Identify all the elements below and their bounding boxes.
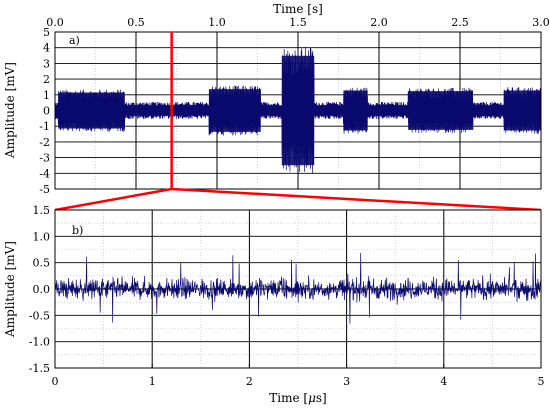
panel-b-xtick-label: 1 — [149, 375, 156, 388]
panel-a-ylabel: Amplitude [mV] — [3, 62, 17, 159]
panel-a-tick-labels: 0.0 0.5 1.0 1.5 2.0 2.5 3.0 5 4 3 2 1 0 -1 -2 -3 -4 -5 — [39, 16, 549, 196]
panel-a: 0.0 0.5 1.0 1.5 2.0 2.5 3.0 5 4 3 2 1 0 -1 -2 -3 -4 -5 a)… — [3, 2, 550, 196]
panel-b-xtick-label: 4 — [440, 375, 447, 388]
panel-a-ytick-label: -4 — [39, 167, 50, 180]
panel-b-signal-line — [54, 252, 542, 324]
panel-a-ytick-label: -1 — [39, 120, 50, 133]
panel-a-ytick-label: -5 — [39, 183, 50, 196]
panel-b-xtick-label: 0 — [52, 375, 59, 388]
panel-a-xtick-label: 0.0 — [46, 16, 64, 29]
zoom-connector — [54, 32, 542, 212]
panel-b-ytick-label: -1.0 — [29, 336, 50, 349]
zoom-connector-left — [54, 187, 172, 212]
panel-b-ytick-label: 1.5 — [33, 204, 51, 217]
panel-b-label: b) — [72, 224, 83, 237]
panel-b-ytick-label: 0.0 — [33, 283, 51, 296]
panel-a-ytick-label: -3 — [39, 152, 50, 165]
panel-b-xlabel-part: s] — [316, 391, 327, 405]
panel-b-ytick-label: -0.5 — [29, 309, 50, 322]
panel-b-xtick-label: 5 — [538, 375, 545, 388]
panel-b-ylabel: Amplitude [mV] — [3, 241, 17, 338]
panel-a-ytick-label: 0 — [43, 105, 50, 118]
panel-b-ticks — [54, 364, 542, 368]
panel-a-xtick-label: 2.5 — [451, 16, 469, 29]
panel-b-ytick-label: 0.5 — [33, 257, 51, 270]
panel-a-xtick-label: 0.5 — [127, 16, 145, 29]
panel-a-ticks — [54, 32, 542, 189]
zoom-connector-right — [171, 187, 542, 212]
panel-a-xlabel: Time [s] — [273, 2, 323, 16]
panel-a-xtick-label: 1.0 — [208, 16, 226, 29]
panel-a-ytick-label: 1 — [43, 89, 50, 102]
panel-a-ytick-label: 5 — [43, 26, 50, 39]
panel-b-frame — [54, 209, 542, 369]
panel-a-signal — [54, 46, 542, 174]
panel-b: 0 1 2 3 4 5 1.5 1.0 0.5 0.0 -0.5 -1.0 -1.5 b) Time [… — [3, 204, 545, 405]
panel-b-ytick-label: -1.5 — [29, 362, 50, 375]
panel-b-xlabel: Time [μs] — [269, 391, 326, 405]
panel-a-ytick-label: -2 — [39, 136, 50, 149]
panel-b-xtick-label: 2 — [246, 375, 253, 388]
panel-b-tick-labels: 0 1 2 3 4 5 1.5 1.0 0.5 0.0 -0.5 -1.0 -1.5 — [29, 204, 545, 388]
panel-a-ytick-label: 2 — [43, 73, 50, 86]
panel-a-ytick-label: 3 — [43, 57, 50, 70]
panel-a-label: a) — [69, 34, 80, 47]
panel-b-ytick-label: 1.0 — [33, 230, 51, 243]
panel-b-xlabel-part: μ — [308, 391, 316, 405]
panel-b-xtick-label: 3 — [343, 375, 350, 388]
panel-a-xtick-label: 1.5 — [289, 16, 307, 29]
panel-b-signal — [54, 252, 542, 324]
panel-a-baseline-band — [55, 105, 541, 116]
panel-a-xtick-label: 3.0 — [532, 16, 550, 29]
panel-a-ytick-label: 4 — [43, 42, 50, 55]
panel-b-xlabel-part: Time [ — [269, 391, 308, 405]
panel-a-xtick-label: 2.0 — [370, 16, 388, 29]
